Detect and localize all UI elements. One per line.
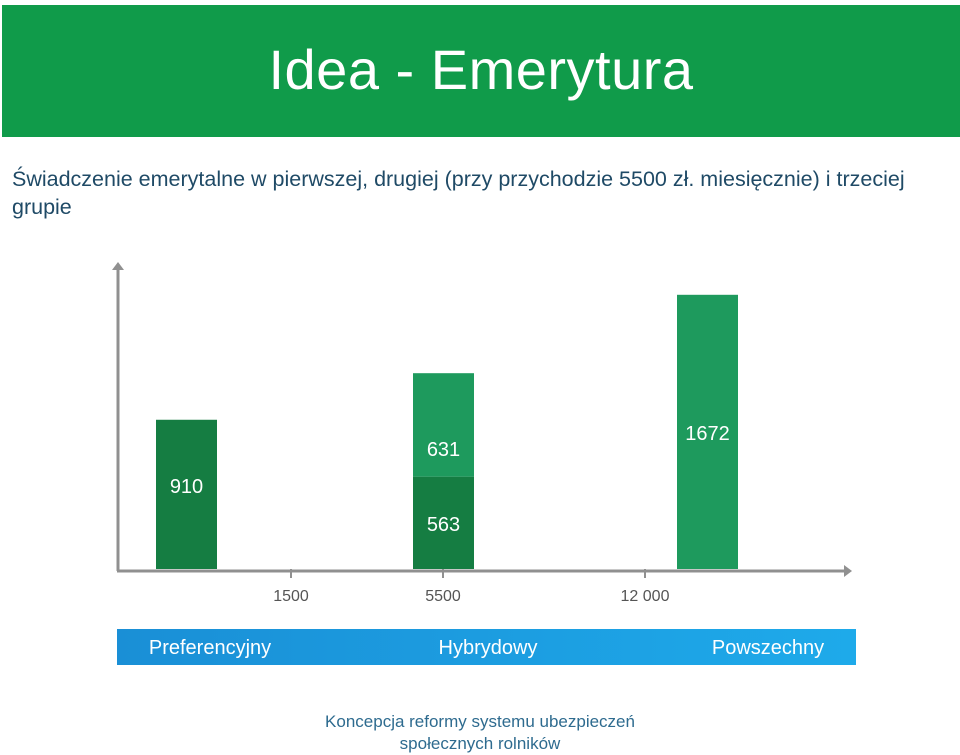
category-label: Powszechny	[712, 637, 824, 659]
footer-line-2: społecznych rolników	[399, 734, 561, 753]
bar-segment	[156, 419, 217, 569]
footer-line-1: Koncepcja reformy systemu ubezpieczeń	[325, 712, 635, 731]
data-label: 1672	[685, 423, 730, 445]
bar-segment	[677, 294, 738, 569]
slide-subtitle: Świadczenie emerytalne w pierwszej, drug…	[12, 167, 905, 219]
category-label: Hybrydowy	[439, 637, 538, 659]
data-label: 563	[427, 514, 460, 536]
title-banner: Idea - Emerytura	[2, 5, 960, 137]
bar-segment	[413, 476, 474, 569]
category-band	[117, 629, 856, 665]
slide-footer: Koncepcja reformy systemu ubezpieczeń sp…	[300, 711, 660, 755]
category-label: Preferencyjny	[149, 637, 271, 659]
x-tick-label: 1500	[273, 588, 309, 605]
data-label: 631	[427, 439, 460, 461]
y-axis-arrow	[112, 262, 124, 270]
x-axis-arrow	[844, 565, 852, 577]
x-tick-label: 12 000	[621, 588, 670, 605]
bar-segment	[413, 373, 474, 477]
page-title: Idea - Emerytura	[268, 37, 694, 101]
x-tick-label: 5500	[425, 588, 461, 605]
data-label: 910	[170, 476, 203, 498]
